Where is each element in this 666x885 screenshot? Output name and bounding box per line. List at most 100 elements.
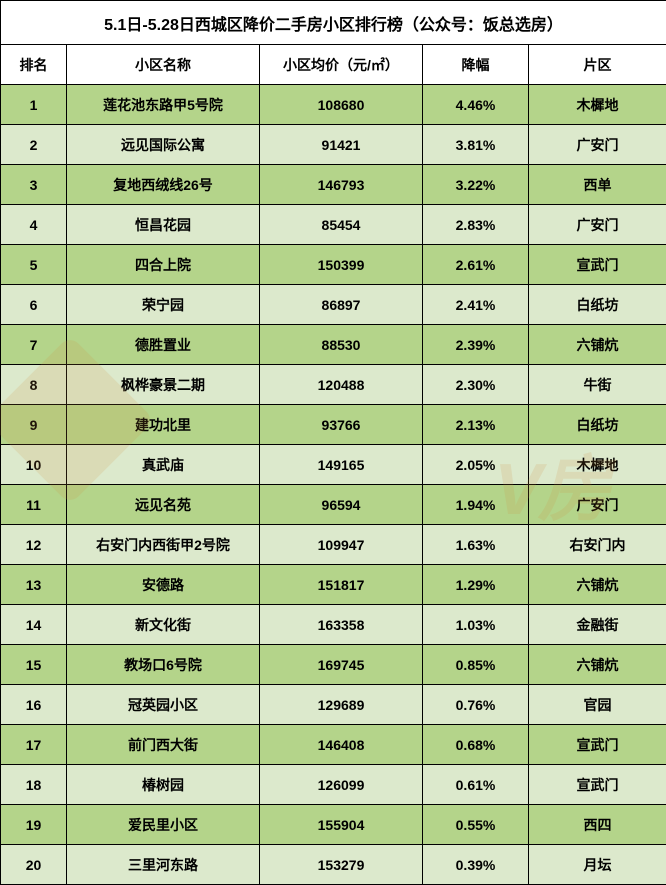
table-cell: 西四 <box>529 805 666 845</box>
table-cell: 7 <box>1 325 67 365</box>
table-cell: 129689 <box>260 685 423 725</box>
table-row: 7德胜置业885302.39%六铺炕 <box>1 325 666 365</box>
table-cell: 91421 <box>260 125 423 165</box>
table-cell: 2.83% <box>423 205 529 245</box>
table-cell: 白纸坊 <box>529 285 666 325</box>
table-cell: 建功北里 <box>67 405 260 445</box>
table-cell: 1 <box>1 85 67 125</box>
column-header: 排名 <box>1 45 67 85</box>
table-cell: 枫桦豪景二期 <box>67 365 260 405</box>
table-cell: 18 <box>1 765 67 805</box>
table-cell: 安德路 <box>67 565 260 605</box>
table-cell: 金融街 <box>529 605 666 645</box>
table-row: 19爱民里小区1559040.55%西四 <box>1 805 666 845</box>
table-row: 8枫桦豪景二期1204882.30%牛街 <box>1 365 666 405</box>
table-cell: 远见名苑 <box>67 485 260 525</box>
table-cell: 10 <box>1 445 67 485</box>
table-cell: 20 <box>1 845 67 885</box>
table-row: 9建功北里937662.13%白纸坊 <box>1 405 666 445</box>
table-cell: 4.46% <box>423 85 529 125</box>
table-cell: 11 <box>1 485 67 525</box>
table-cell: 官园 <box>529 685 666 725</box>
table-cell: 恒昌花园 <box>67 205 260 245</box>
column-header: 降幅 <box>423 45 529 85</box>
table-cell: 86897 <box>260 285 423 325</box>
table-cell: 2.13% <box>423 405 529 445</box>
table-row: 14新文化街1633581.03%金融街 <box>1 605 666 645</box>
table-cell: 右安门内 <box>529 525 666 565</box>
table-cell: 四合上院 <box>67 245 260 285</box>
table-cell: 3.22% <box>423 165 529 205</box>
table-cell: 德胜置业 <box>67 325 260 365</box>
table-row: 2远见国际公寓914213.81%广安门 <box>1 125 666 165</box>
table-cell: 169745 <box>260 645 423 685</box>
table-cell: 3.81% <box>423 125 529 165</box>
table-cell: 151817 <box>260 565 423 605</box>
table-cell: 右安门内西街甲2号院 <box>67 525 260 565</box>
table-cell: 荣宁园 <box>67 285 260 325</box>
table-cell: 153279 <box>260 845 423 885</box>
table-cell: 2.41% <box>423 285 529 325</box>
table-cell: 0.39% <box>423 845 529 885</box>
table-cell: 木樨地 <box>529 445 666 485</box>
table-cell: 1.03% <box>423 605 529 645</box>
table-cell: 149165 <box>260 445 423 485</box>
table-cell: 六铺炕 <box>529 565 666 605</box>
table-cell: 2.39% <box>423 325 529 365</box>
table-cell: 木樨地 <box>529 85 666 125</box>
table-cell: 15 <box>1 645 67 685</box>
table-cell: 白纸坊 <box>529 405 666 445</box>
table-cell: 宣武门 <box>529 725 666 765</box>
table-cell: 8 <box>1 365 67 405</box>
table-cell: 5 <box>1 245 67 285</box>
table-row: 18椿树园1260990.61%宣武门 <box>1 765 666 805</box>
table-cell: 0.76% <box>423 685 529 725</box>
table-cell: 广安门 <box>529 205 666 245</box>
table-cell: 教场口6号院 <box>67 645 260 685</box>
table-cell: 146793 <box>260 165 423 205</box>
table-cell: 14 <box>1 605 67 645</box>
table-title: 5.1日-5.28日西城区降价二手房小区排行榜（公众号：饭总选房） <box>1 1 666 45</box>
table-row: 3复地西绒线26号1467933.22%西单 <box>1 165 666 205</box>
ranking-table: 5.1日-5.28日西城区降价二手房小区排行榜（公众号：饭总选房）排名小区名称小… <box>0 0 666 885</box>
table-cell: 155904 <box>260 805 423 845</box>
table-cell: 2 <box>1 125 67 165</box>
table-row: 10真武庙1491652.05%木樨地 <box>1 445 666 485</box>
table-cell: 2.05% <box>423 445 529 485</box>
table-cell: 150399 <box>260 245 423 285</box>
table-cell: 六铺炕 <box>529 325 666 365</box>
table-cell: 126099 <box>260 765 423 805</box>
table-cell: 16 <box>1 685 67 725</box>
table-cell: 3 <box>1 165 67 205</box>
table-cell: 146408 <box>260 725 423 765</box>
table-cell: 椿树园 <box>67 765 260 805</box>
table-cell: 月坛 <box>529 845 666 885</box>
table-cell: 1.29% <box>423 565 529 605</box>
table-cell: 93766 <box>260 405 423 445</box>
table-row: 11远见名苑965941.94%广安门 <box>1 485 666 525</box>
table-row: 4恒昌花园854542.83%广安门 <box>1 205 666 245</box>
table-row: 5四合上院1503992.61%宣武门 <box>1 245 666 285</box>
table-cell: 96594 <box>260 485 423 525</box>
table-cell: 19 <box>1 805 67 845</box>
table-cell: 真武庙 <box>67 445 260 485</box>
table-cell: 0.85% <box>423 645 529 685</box>
table-cell: 牛街 <box>529 365 666 405</box>
table-cell: 2.61% <box>423 245 529 285</box>
table-cell: 莲花池东路甲5号院 <box>67 85 260 125</box>
table-cell: 0.68% <box>423 725 529 765</box>
column-header: 小区名称 <box>67 45 260 85</box>
table-cell: 宣武门 <box>529 765 666 805</box>
table-cell: 88530 <box>260 325 423 365</box>
table-cell: 冠英园小区 <box>67 685 260 725</box>
table-cell: 宣武门 <box>529 245 666 285</box>
table-row: 16冠英园小区1296890.76%官园 <box>1 685 666 725</box>
table-cell: 17 <box>1 725 67 765</box>
table-row: 12右安门内西街甲2号院1099471.63%右安门内 <box>1 525 666 565</box>
table-row: 15教场口6号院1697450.85%六铺炕 <box>1 645 666 685</box>
table-cell: 1.63% <box>423 525 529 565</box>
table-cell: 4 <box>1 205 67 245</box>
table-cell: 2.30% <box>423 365 529 405</box>
table-cell: 新文化街 <box>67 605 260 645</box>
table-cell: 163358 <box>260 605 423 645</box>
